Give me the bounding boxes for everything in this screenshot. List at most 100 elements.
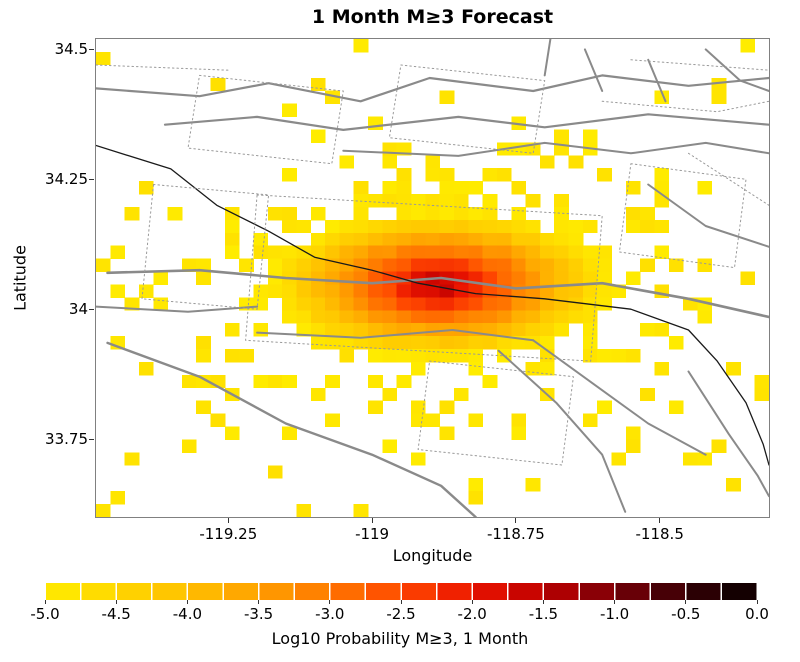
heatmap-cell xyxy=(683,452,698,466)
heatmap-cell xyxy=(153,297,168,311)
heatmap-cell xyxy=(611,349,627,363)
x-tick-mark xyxy=(227,518,229,523)
heatmap-cell xyxy=(439,168,455,182)
heatmap-cell xyxy=(396,374,412,389)
heatmap-cell xyxy=(468,349,484,363)
heatmap-cell xyxy=(196,271,211,285)
fault-line xyxy=(543,39,552,77)
heatmap-cell xyxy=(640,206,655,221)
heatmap-cell xyxy=(453,181,469,195)
heatmap-cell xyxy=(582,284,598,298)
heatmap-cell xyxy=(511,245,526,260)
heatmap-cell xyxy=(640,323,655,337)
heatmap-cell xyxy=(525,194,541,208)
heatmap-cell xyxy=(239,349,254,363)
heatmap-cell xyxy=(96,504,111,517)
heatmap-cell xyxy=(726,478,741,492)
heatmap-cell xyxy=(396,232,412,247)
colorbar-segment xyxy=(401,583,436,600)
heatmap-cell xyxy=(482,232,498,247)
heatmap-cell xyxy=(496,323,512,337)
heatmap-cell xyxy=(396,297,412,311)
colorbar-segment xyxy=(45,583,80,600)
heatmap-cell xyxy=(453,387,469,402)
colorbar-segment xyxy=(472,583,508,600)
heatmap-cell xyxy=(396,284,412,298)
chart-title: 1 Month M≥3 Forecast xyxy=(311,6,554,28)
fault-line xyxy=(704,48,769,92)
heatmap-cell xyxy=(353,258,369,272)
heatmap-cell xyxy=(382,387,398,402)
heatmap-cell xyxy=(224,349,240,363)
heatmap-cell xyxy=(396,206,412,221)
heatmap-cell xyxy=(310,258,326,272)
fault-line xyxy=(96,74,769,103)
heatmap-cell xyxy=(468,284,484,298)
heatmap-cell xyxy=(482,206,498,221)
heatmap-cell xyxy=(754,374,769,389)
heatmap-cell xyxy=(625,349,641,363)
colorbar-segment xyxy=(722,583,757,600)
heatmap-cell xyxy=(453,349,469,363)
heatmap-cell xyxy=(339,245,355,260)
colorbar-segment xyxy=(437,583,472,600)
fault-line xyxy=(687,370,769,498)
heatmap-cell xyxy=(525,245,541,260)
heatmap-cell xyxy=(582,349,598,363)
heatmap-cell xyxy=(396,245,412,260)
heatmap-cell xyxy=(468,336,484,350)
heatmap-cell xyxy=(539,271,555,285)
heatmap-cell xyxy=(310,323,326,337)
heatmap-cell xyxy=(382,323,398,337)
heatmap-cell xyxy=(439,284,455,298)
heatmap-cell xyxy=(310,232,326,247)
dotted-boundary-line xyxy=(601,100,769,113)
heatmap-cell xyxy=(411,413,426,427)
heatmap-cell xyxy=(468,310,484,324)
heatmap-cell xyxy=(353,39,369,53)
heatmap-cell xyxy=(296,219,312,234)
heatmap-cell xyxy=(711,90,727,104)
heatmap-cell xyxy=(453,323,469,337)
heatmap-cell xyxy=(482,168,498,182)
heatmap-cell xyxy=(468,361,484,376)
heatmap-cell xyxy=(138,284,154,298)
heatmap-cell xyxy=(697,310,713,324)
heatmap-cell xyxy=(453,258,469,272)
heatmap-cell xyxy=(325,297,340,311)
heatmap-cell xyxy=(382,284,398,298)
dotted-boundary-line xyxy=(141,184,270,310)
heatmap-cell xyxy=(453,336,469,350)
heatmap-cell xyxy=(525,271,541,285)
heatmap-cell xyxy=(339,310,355,324)
heatmap-cell xyxy=(640,258,655,272)
heatmap-cell xyxy=(468,478,484,492)
heatmap-cell xyxy=(539,232,555,247)
heatmap-cell xyxy=(196,258,211,272)
heatmap-cell xyxy=(253,232,269,247)
heatmap-cell xyxy=(224,323,240,337)
heatmap-cell xyxy=(582,271,598,285)
colorbar-segment xyxy=(330,583,365,600)
fault-line xyxy=(106,268,769,319)
heatmap-cell xyxy=(668,258,684,272)
heatmap-cell xyxy=(325,219,340,234)
heatmap-cell xyxy=(196,400,211,415)
heatmap-cell xyxy=(353,284,369,298)
heatmap-cell xyxy=(325,232,340,247)
heatmap-cell xyxy=(425,323,441,337)
heatmap-cell xyxy=(96,258,111,272)
heatmap-cell xyxy=(568,297,584,311)
heatmap-cell xyxy=(554,258,569,272)
heatmap-cell xyxy=(482,310,498,324)
dotted-boundary-line xyxy=(630,59,769,71)
heatmap-cell xyxy=(396,310,412,324)
dotted-boundary-line xyxy=(96,64,229,71)
heatmap-cell xyxy=(368,245,383,260)
heatmap-cell xyxy=(439,206,455,221)
heatmap-cell xyxy=(124,452,140,466)
heatmap-cell xyxy=(625,439,641,453)
heatmap-cell xyxy=(439,90,455,104)
heatmap-cell xyxy=(568,258,584,272)
